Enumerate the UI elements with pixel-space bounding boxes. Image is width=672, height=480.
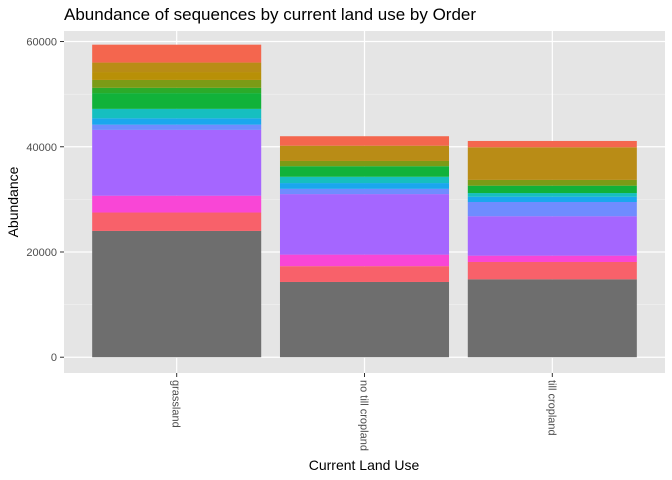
x-tick-label: no till cropland [358,380,370,451]
bars-layer [92,44,637,358]
bar-segment [467,261,637,280]
bar-segment [467,193,637,197]
x-tick-label: grassland [170,380,182,428]
bar-segment [92,129,262,196]
bar-segment [467,255,637,262]
bar-segment [279,188,450,195]
bar-segment [92,72,262,80]
y-tick-label: 40000 [26,142,57,154]
bar-stack-no-till-cropland [279,136,450,358]
bar-segment [92,195,262,213]
bar-segment [279,145,450,161]
y-tick-label: 20000 [26,247,57,259]
bar-segment [279,254,450,267]
x-axis-title: Current Land Use [309,457,420,473]
bar-segment [279,194,450,255]
y-tick-label: 0 [51,352,57,364]
y-axis-title: Abundance [5,166,21,237]
bar-segment [467,216,637,256]
y-tick-label: 60000 [26,37,57,49]
bar-segment [92,79,262,88]
bar-segment [467,196,637,202]
bar-segment [92,118,262,125]
bar-segment [279,176,450,184]
bar-segment [467,179,637,186]
y-axis: 0 20000 40000 60000 [26,37,64,364]
bar-segment [279,166,450,177]
bar-stack-till-cropland [467,140,637,358]
bar-segment [92,44,262,63]
bar-segment [467,147,637,180]
bar-segment [279,281,450,358]
bar-segment [467,279,637,358]
bar-segment [92,212,262,231]
bar-stack-grassland [92,44,262,358]
bar-segment [467,140,637,148]
bar-segment [92,108,262,119]
bar-segment [92,62,262,73]
x-tick-label: till cropland [545,380,557,436]
bar-segment [467,202,637,217]
bar-segment [92,124,262,130]
bar-segment [279,160,450,167]
bar-segment [92,230,262,358]
chart-title: Abundance of sequences by current land u… [64,5,477,24]
bar-segment [279,183,450,189]
bar-segment [279,266,450,282]
x-axis: grassland no till cropland till cropland [170,373,557,451]
bar-segment [92,93,262,109]
bar-segment [467,185,637,194]
bar-segment [279,136,450,146]
bar-segment [92,87,262,94]
